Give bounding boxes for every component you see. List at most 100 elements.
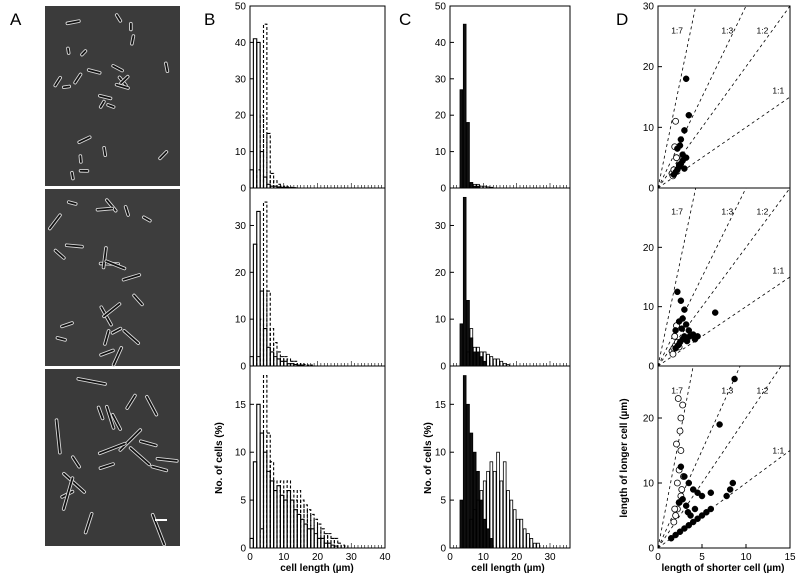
y-tick-label: 0 [240, 362, 246, 373]
data-point-filled [677, 136, 685, 143]
histogram-step-dashed [300, 499, 305, 548]
ratio-label: 1:7 [671, 207, 683, 217]
data-point-filled [676, 528, 684, 535]
data-point-filled [685, 111, 693, 119]
y-tick-label: 30 [235, 221, 247, 232]
y-tick-label: 0 [440, 362, 446, 373]
y-tick-label: 30 [235, 74, 247, 85]
x-tick-label: 20 [511, 552, 523, 563]
cell [123, 329, 140, 345]
bar-open [489, 461, 494, 549]
bar-filled [466, 122, 470, 189]
data-point-filled [726, 486, 734, 493]
bar-open [469, 518, 474, 549]
data-point-open [673, 440, 680, 448]
histogram-panel-c: 0 10 20 30 40 50 0 10 20 30 0 5 10 15 0 10 20 30 [435, 2, 571, 563]
data-point-filled [689, 486, 697, 493]
cell [100, 349, 114, 356]
x-tick-label: 10 [740, 552, 752, 563]
bar-filled [479, 499, 484, 549]
x-axis-label-b: cell length (µm) [280, 563, 354, 574]
histogram-step-dashed [269, 461, 275, 548]
y-tick-label: 10 [435, 147, 447, 158]
cell [142, 216, 151, 222]
data-point-filled [729, 479, 737, 487]
bar-filled [462, 196, 467, 367]
cell [62, 477, 74, 510]
bar-open [482, 480, 487, 549]
cell [119, 429, 142, 451]
data-point-open [673, 154, 680, 162]
histogram-step-dashed [306, 509, 312, 548]
y-tick-label: 5 [240, 496, 246, 507]
data-point-filled [711, 309, 719, 316]
y-tick-label: 0 [440, 544, 446, 555]
plot-frame [657, 365, 791, 549]
data-point-filled [694, 515, 701, 522]
y-tick-label: 0 [648, 362, 654, 373]
y-tick-label: 10 [643, 479, 655, 490]
bar-filled [459, 499, 464, 549]
y-tick-label: 40 [435, 38, 447, 49]
y-tick-label: 15 [235, 400, 247, 411]
cell [81, 50, 87, 56]
histogram-step-dashed [320, 528, 325, 548]
y-tick-label: 0 [240, 184, 246, 195]
bar-open [476, 499, 480, 549]
y-tick-label: 10 [235, 147, 247, 158]
x-axis-label-d: length of shorter cell (µm) [662, 563, 785, 574]
bar-filled [459, 323, 464, 367]
y-tick-label: 20 [643, 414, 655, 425]
cell [133, 294, 143, 306]
y-tick-label: 20 [235, 111, 247, 122]
micrograph-cells [48, 13, 179, 547]
ratio-label: 1:1 [772, 445, 784, 455]
ratio-line [657, 187, 697, 367]
y-tick-label: 20 [235, 268, 247, 279]
ratio-label: 1:7 [671, 25, 683, 35]
x-tick-label: 10 [478, 552, 490, 563]
y-tick-label: 10 [435, 315, 447, 326]
data-point-filled [681, 165, 688, 172]
bar-open [519, 518, 524, 549]
bar-filled [482, 360, 487, 367]
ratio-line [657, 365, 782, 549]
cell [139, 440, 157, 447]
cell [87, 69, 101, 74]
cell [115, 14, 122, 22]
data-point-open [677, 447, 685, 454]
cell [164, 62, 169, 73]
ratio-label: 1:7 [671, 385, 683, 395]
panel-label-a: A [10, 10, 22, 29]
histogram-step-dashed [313, 518, 319, 548]
y-tick-label: 15 [435, 400, 447, 411]
cell [98, 442, 126, 455]
bar-open [536, 542, 540, 549]
cell [107, 104, 115, 108]
bar-open [516, 518, 520, 549]
ratio-line [657, 5, 697, 189]
x-tick-label: 0 [247, 552, 253, 563]
cell [67, 201, 77, 205]
ratio-line [657, 187, 791, 367]
y-tick-label: 20 [435, 268, 447, 279]
cell [104, 330, 110, 345]
data-point-filled [681, 525, 688, 532]
bar-open [472, 509, 477, 549]
data-point-open [673, 479, 681, 487]
data-point-filled [681, 473, 688, 480]
data-point-filled [698, 492, 706, 500]
cell [79, 155, 82, 163]
ratio-line [657, 365, 694, 549]
ratio-label: 1:3 [721, 25, 733, 35]
x-tick-label: 10 [278, 552, 290, 563]
data-point-open [672, 512, 679, 519]
x-tick-label: 40 [379, 552, 391, 563]
cell [112, 64, 124, 72]
histogram-step-dashed [330, 537, 335, 548]
histogram-step-dashed [316, 523, 322, 548]
y-tick-label: 5 [440, 496, 446, 507]
ratio-label: 1:1 [772, 265, 784, 275]
data-point-filled [676, 142, 684, 149]
bar-filled [462, 375, 467, 549]
